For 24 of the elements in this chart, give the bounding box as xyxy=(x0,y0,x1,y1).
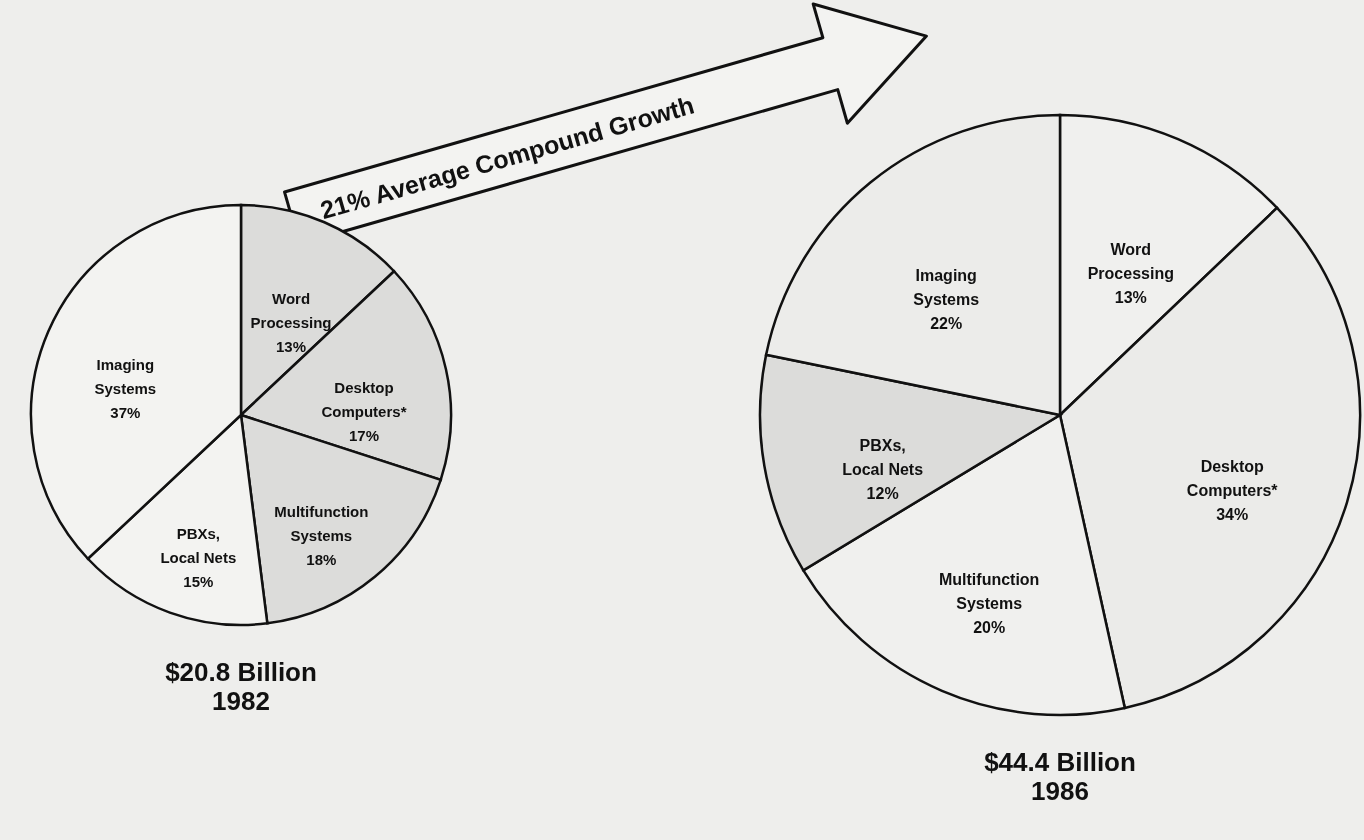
data-label: 12% xyxy=(866,484,899,502)
slice-label: Imaging Systems xyxy=(94,355,157,397)
slice-label: PBXs, Local Nets xyxy=(842,436,924,478)
data-label: 22% xyxy=(930,314,963,332)
slice-label: Desktop Computers* xyxy=(1186,458,1279,500)
data-label: 34% xyxy=(1216,506,1249,524)
text: 1986 xyxy=(1031,776,1089,806)
data-label: 18% xyxy=(306,551,337,569)
data-label: 17% xyxy=(348,426,379,444)
data-label: 37% xyxy=(110,403,141,421)
data-label: 15% xyxy=(183,572,214,590)
slice-label: Word Processing xyxy=(1087,240,1174,282)
slice-label: Word Processing xyxy=(250,290,332,332)
data-label: 20% xyxy=(973,619,1006,637)
slice-label: Imaging Systems xyxy=(913,266,980,308)
slice-label: PBXs, Local Nets xyxy=(160,524,237,566)
text: $20.8 Billion xyxy=(165,657,317,687)
text: $44.4 Billion xyxy=(984,747,1136,777)
text: 1982 xyxy=(212,686,270,716)
data-label: 13% xyxy=(1114,288,1147,306)
slice-label: Desktop Computers* xyxy=(321,378,407,420)
slice-label: Multifunction Systems xyxy=(938,571,1040,613)
slice-label: Multifunction Systems xyxy=(274,503,369,545)
data-label: 13% xyxy=(276,338,307,356)
